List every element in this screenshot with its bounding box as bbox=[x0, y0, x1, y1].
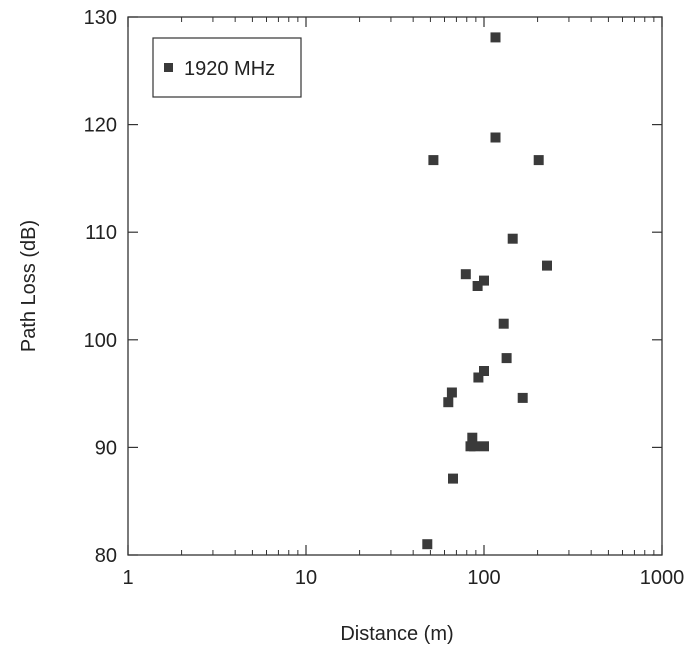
data-point bbox=[467, 432, 478, 443]
legend: 1920 MHz bbox=[152, 37, 302, 98]
data-point bbox=[490, 32, 501, 43]
y-tick-label: 120 bbox=[84, 115, 117, 137]
plot-frame bbox=[127, 16, 663, 556]
data-point bbox=[498, 318, 509, 329]
data-point bbox=[472, 281, 483, 291]
x-tick-label: 1000 bbox=[640, 567, 685, 589]
x-axis-label: Distance (m) bbox=[340, 623, 453, 645]
data-point bbox=[443, 397, 454, 408]
y-tick-labels: 80 90 100 110 120 130 bbox=[84, 7, 117, 567]
y-tick-label: 90 bbox=[95, 437, 117, 459]
data-point bbox=[507, 233, 518, 244]
x-tick-label: 1 bbox=[122, 567, 133, 589]
x-tick-label: 10 bbox=[295, 567, 317, 589]
data-point bbox=[469, 441, 480, 452]
x-tick-label: 100 bbox=[467, 567, 500, 589]
data-point bbox=[490, 132, 501, 143]
data-point bbox=[428, 155, 439, 166]
y-tick-label: 100 bbox=[84, 330, 117, 352]
data-point bbox=[473, 372, 484, 383]
data-point bbox=[479, 275, 489, 286]
y-tick-label: 80 bbox=[95, 545, 117, 567]
data-point bbox=[542, 260, 552, 271]
x-minor-ticks bbox=[181, 17, 655, 555]
axis-ticks bbox=[127, 16, 663, 556]
data-point bbox=[422, 539, 433, 550]
data-point bbox=[479, 441, 489, 452]
data-point bbox=[533, 155, 544, 166]
data-points bbox=[422, 32, 552, 550]
data-point bbox=[501, 353, 512, 364]
y-axis-label: Path Loss (dB) bbox=[18, 220, 40, 352]
data-point bbox=[479, 366, 489, 376]
x-tick-labels: 1 10 100 1000 bbox=[122, 567, 684, 589]
y-tick-label: 130 bbox=[84, 7, 117, 29]
data-point bbox=[446, 387, 457, 398]
legend-box bbox=[152, 37, 302, 98]
data-point bbox=[460, 269, 471, 280]
data-point bbox=[517, 392, 528, 403]
legend-marker-square bbox=[164, 63, 173, 72]
legend-label: 1920 MHz bbox=[184, 58, 275, 80]
data-point bbox=[448, 473, 458, 484]
y-tick-label: 110 bbox=[85, 222, 117, 244]
